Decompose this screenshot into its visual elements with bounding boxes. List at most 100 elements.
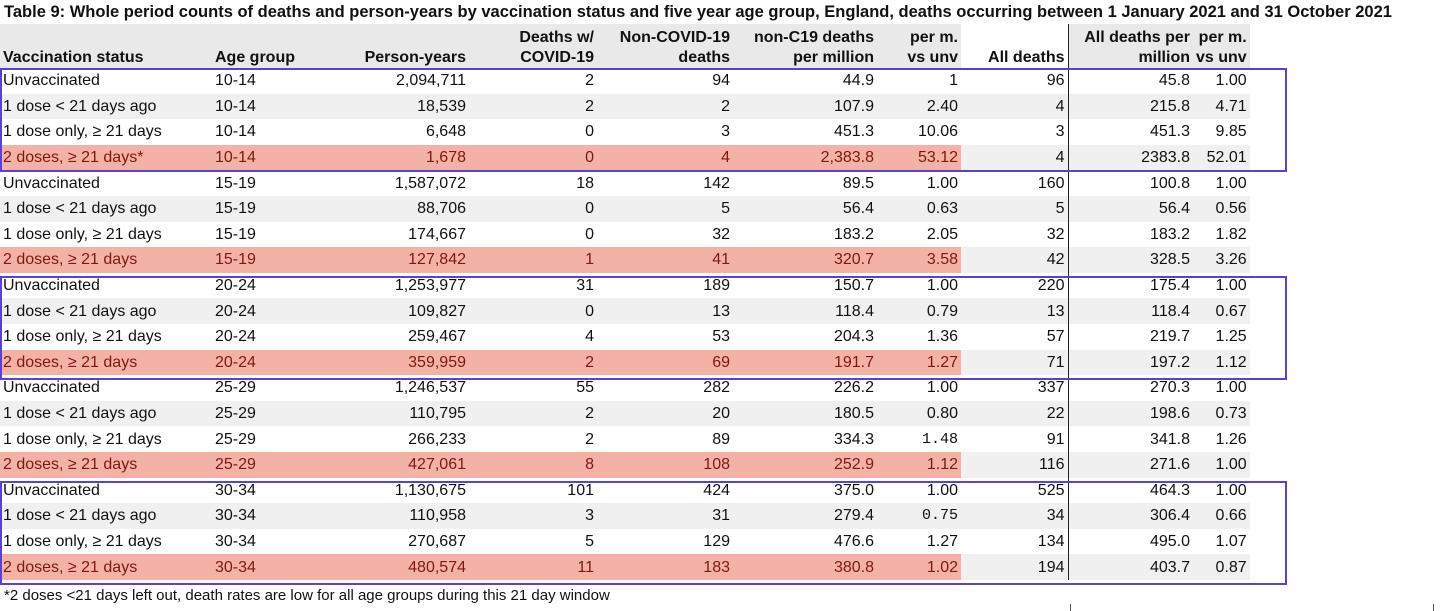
table-row: 2 doses, ≥ 21 days* 10-14 1,678 0 4 2,383.8 53…	[0, 144, 1250, 171]
cell-all-deaths: 71	[961, 349, 1068, 376]
header-noncovid-deaths: Non-COVID-19 deaths	[597, 24, 733, 68]
cell-all-deaths-ratio: 0.56	[1193, 195, 1250, 222]
cell-noncovid-ratio: 1.00	[926, 174, 958, 192]
cell-age-group: 20-24	[215, 328, 256, 346]
cell-noncovid-ratio: 0.79	[877, 298, 961, 324]
cell-noncovid-rate: 380.8	[733, 554, 877, 580]
cell-age-group: 25-29	[212, 400, 325, 427]
cell-age-group: 25-29	[215, 379, 256, 397]
cell-all-deaths-ratio: 1.00	[1215, 379, 1247, 397]
cell-noncovid-rate: 226.2	[833, 379, 874, 397]
cell-all-deaths: 525	[1037, 481, 1065, 499]
cell-all-deaths-ratio: 1.00	[1215, 72, 1247, 90]
cell-all-deaths: 3	[1055, 123, 1065, 141]
cell-noncovid-ratio: 1.00	[926, 379, 958, 397]
cell-person-years: 266,233	[408, 430, 466, 448]
cell-covid-deaths: 0	[469, 195, 597, 222]
cell-noncovid-rate: 183.2	[833, 225, 874, 243]
cell-status: Unvaccinated	[3, 277, 100, 295]
cell-noncovid-deaths: 69	[597, 349, 733, 376]
cell-covid-deaths: 0	[585, 123, 594, 141]
cell-noncovid-deaths: 20	[597, 400, 733, 427]
cell-all-deaths-rate: 306.4	[1067, 503, 1193, 529]
header-age-group: Age group	[212, 24, 325, 68]
cell-noncovid-ratio: 1	[949, 72, 958, 90]
cell-age-group: 25-29	[215, 430, 256, 448]
cell-all-deaths: 4	[961, 93, 1068, 120]
header-all-deaths-ratio: per m. vs unv	[1193, 24, 1250, 68]
header-row: Vaccination status Age group Person-year…	[0, 24, 1250, 68]
cell-status: 1 dose < 21 days ago	[0, 298, 212, 324]
cell-all-deaths-rate: 464.3	[1067, 477, 1193, 504]
cell-all-deaths: 134	[1037, 532, 1065, 550]
cell-noncovid-rate: 334.3	[833, 430, 874, 448]
cell-noncovid-deaths: 2	[597, 93, 733, 120]
cell-all-deaths: 4	[961, 144, 1068, 171]
cell-person-years: 88,706	[325, 195, 469, 222]
cell-noncovid-rate: 180.5	[733, 400, 877, 427]
cell-status: 2 doses, ≥ 21 days	[0, 554, 212, 580]
cell-noncovid-ratio: 1.27	[877, 349, 961, 376]
cell-all-deaths-ratio: 1.82	[1215, 225, 1247, 243]
cell-noncovid-rate: 191.7	[733, 349, 877, 376]
cell-noncovid-deaths: 189	[703, 277, 730, 295]
tick-mark	[1070, 604, 1071, 611]
cell-person-years: 1,246,537	[394, 379, 466, 397]
cell-all-deaths-ratio: 0.73	[1193, 400, 1250, 427]
cell-all-deaths: 220	[1037, 277, 1065, 295]
cell-covid-deaths: 2	[469, 349, 597, 376]
cell-noncovid-deaths: 53	[712, 328, 730, 346]
cell-all-deaths: 337	[1037, 379, 1065, 397]
table-row: Unvaccinated 20-24 1,253,977 31 189 150.7 1.00…	[0, 272, 1250, 299]
cell-all-deaths: 34	[961, 503, 1068, 529]
cell-all-deaths-ratio: 1.00	[1193, 451, 1250, 478]
cell-all-deaths-rate: 495.0	[1067, 528, 1193, 555]
cell-noncovid-rate: 204.3	[833, 328, 874, 346]
cell-all-deaths-rate: 183.2	[1067, 221, 1193, 248]
cell-noncovid-ratio: 1.48	[921, 430, 958, 448]
cell-noncovid-rate: 89.5	[842, 174, 874, 192]
cell-age-group: 10-14	[212, 144, 325, 171]
cell-covid-deaths: 0	[585, 225, 594, 243]
cell-age-group: 15-19	[215, 174, 256, 192]
cell-all-deaths: 160	[1037, 174, 1065, 192]
cell-all-deaths-ratio: 0.87	[1193, 554, 1250, 580]
cell-person-years: 2,094,711	[396, 72, 466, 90]
cell-noncovid-rate: 150.7	[833, 277, 874, 295]
cell-noncovid-deaths: 142	[703, 174, 730, 192]
cell-age-group: 10-14	[215, 123, 256, 141]
cell-all-deaths-ratio: 1.12	[1193, 349, 1250, 376]
cell-all-deaths-rate: 403.7	[1067, 554, 1193, 580]
cell-status: 1 dose < 21 days ago	[0, 503, 212, 529]
cell-all-deaths-rate: 215.8	[1067, 93, 1193, 120]
cell-all-deaths-rate: 100.8	[1067, 170, 1193, 196]
header-all-deaths: All deaths	[961, 24, 1068, 68]
cell-noncovid-deaths: 89	[712, 430, 730, 448]
cell-status: 2 doses, ≥ 21 days	[0, 349, 212, 376]
cell-age-group: 10-14	[215, 72, 256, 90]
table-row: Unvaccinated 10-14 2,094,711 2 94 44.9 1 96 45.8…	[0, 68, 1250, 94]
cell-noncovid-deaths: 282	[703, 379, 730, 397]
cell-all-deaths-ratio: 1.00	[1215, 481, 1247, 499]
cell-noncovid-ratio: 3.58	[877, 247, 961, 273]
table-row: 1 dose < 21 days ago 25-29 110,795 2 20 180.5…	[0, 400, 1250, 427]
header-person-years: Person-years	[325, 24, 469, 68]
table-title: Table 9: Whole period counts of deaths a…	[4, 3, 1392, 21]
table-row: 2 doses, ≥ 21 days 25-29 427,061 8 108 252.9 1…	[0, 451, 1250, 478]
cell-person-years: 1,130,675	[394, 481, 466, 499]
cell-noncovid-deaths: 94	[712, 72, 730, 90]
cell-noncovid-deaths: 32	[712, 225, 730, 243]
cell-noncovid-ratio: 1.12	[877, 451, 961, 478]
cell-all-deaths-rate: 118.4	[1067, 298, 1193, 324]
cell-all-deaths: 5	[961, 195, 1068, 222]
cell-all-deaths: 13	[961, 298, 1068, 324]
cell-person-years: 127,842	[325, 247, 469, 273]
cell-noncovid-rate: 107.9	[733, 93, 877, 120]
header-vaccination-status: Vaccination status	[0, 24, 212, 68]
cell-covid-deaths: 2	[585, 430, 594, 448]
cell-all-deaths: 96	[1046, 72, 1065, 90]
cell-age-group: 15-19	[212, 247, 325, 273]
cell-noncovid-deaths: 31	[597, 503, 733, 529]
cell-age-group: 30-34	[212, 554, 325, 580]
cell-all-deaths-rate: 451.3	[1067, 119, 1193, 145]
